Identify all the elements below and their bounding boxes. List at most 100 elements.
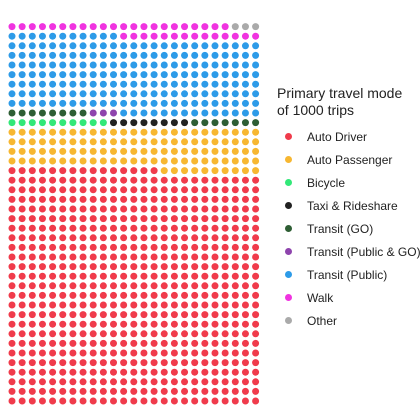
waffle-dot-auto-driver xyxy=(49,359,57,367)
waffle-dot-auto-driver xyxy=(38,243,46,251)
waffle-dot-auto-driver xyxy=(252,359,260,367)
waffle-dot-transit-public xyxy=(221,61,229,69)
waffle-dot-auto-driver xyxy=(211,368,219,376)
legend-title-line2: of 1000 trips xyxy=(277,102,355,118)
waffle-dot-transit-public xyxy=(120,71,128,79)
waffle-dot-bicycle xyxy=(69,119,77,127)
waffle-dot-auto-driver xyxy=(69,339,77,347)
waffle-dot-auto-driver xyxy=(120,320,128,328)
waffle-dot-auto-driver xyxy=(130,311,138,319)
waffle-dot-transit-public xyxy=(99,32,107,40)
waffle-dot-auto-driver xyxy=(231,243,239,251)
waffle-dot-auto-driver xyxy=(59,301,67,309)
waffle-dot-auto-driver xyxy=(150,311,158,319)
waffle-dot-transit-public-go xyxy=(99,109,107,117)
waffle-dot-auto-passenger xyxy=(191,147,199,155)
waffle-dot-auto-passenger xyxy=(241,157,249,165)
waffle-dot-auto-driver xyxy=(110,282,117,290)
waffle-dot-auto-driver xyxy=(99,234,107,242)
waffle-dot-auto-driver xyxy=(8,195,16,203)
waffle-dot-bicycle xyxy=(28,119,36,127)
waffle-dot-transit-public xyxy=(28,61,36,69)
waffle-dot-auto-driver xyxy=(59,215,67,223)
waffle-dot-auto-driver xyxy=(89,234,97,242)
waffle-dot-auto-passenger xyxy=(201,128,209,136)
waffle-dot-auto-driver xyxy=(211,195,219,203)
waffle-dot-auto-driver xyxy=(28,330,36,338)
waffle-dot-transit-public xyxy=(191,42,199,50)
waffle-dot-auto-driver xyxy=(160,272,168,280)
waffle-dot-auto-driver xyxy=(59,167,67,175)
waffle-dot-auto-driver xyxy=(38,320,46,328)
waffle-dot-auto-driver xyxy=(59,176,67,184)
waffle-dot-auto-passenger xyxy=(140,157,148,165)
waffle-dot-transit-public xyxy=(38,90,46,98)
waffle-dot-auto-driver xyxy=(150,215,158,223)
waffle-dot-auto-driver xyxy=(18,282,26,290)
waffle-dot-auto-driver xyxy=(201,224,209,232)
waffle-dot-transit-public xyxy=(110,80,117,88)
waffle-dot-auto-driver xyxy=(59,263,67,271)
legend-title-line1: Primary travel mode xyxy=(277,85,403,101)
waffle-dot-auto-driver xyxy=(59,387,67,395)
waffle-dot-auto-driver xyxy=(191,243,199,251)
waffle-dot-auto-driver xyxy=(170,282,178,290)
waffle-dot-transit-public xyxy=(8,80,16,88)
waffle-dot-auto-driver xyxy=(181,263,189,271)
waffle-dot-auto-driver xyxy=(38,282,46,290)
waffle-dot-auto-passenger xyxy=(28,128,36,136)
waffle-dot-transit-public xyxy=(181,42,189,50)
waffle-dot-auto-driver xyxy=(89,387,97,395)
waffle-dot-auto-passenger xyxy=(252,147,260,155)
waffle-dot-auto-driver xyxy=(8,167,16,175)
waffle-dot-auto-passenger xyxy=(89,147,97,155)
waffle-dot-auto-driver xyxy=(130,359,138,367)
waffle-dot-transit-go xyxy=(79,109,87,117)
waffle-dot-auto-driver xyxy=(211,272,219,280)
waffle-dot-auto-passenger xyxy=(110,147,117,155)
waffle-dot-auto-driver xyxy=(170,359,178,367)
waffle-dot-transit-public xyxy=(170,61,178,69)
waffle-dot-auto-driver xyxy=(140,359,148,367)
waffle-dot-auto-driver xyxy=(49,330,57,338)
waffle-dot-auto-driver xyxy=(252,215,260,223)
waffle-dot-auto-driver xyxy=(18,378,26,386)
waffle-dot-transit-public xyxy=(130,71,138,79)
waffle-dot-auto-passenger xyxy=(99,138,107,146)
waffle-dot-auto-driver xyxy=(140,301,148,309)
waffle-dot-auto-passenger xyxy=(79,138,87,146)
waffle-dot-auto-passenger xyxy=(59,157,67,165)
waffle-dot-auto-driver xyxy=(38,397,46,405)
waffle-dot-auto-driver xyxy=(130,330,138,338)
waffle-dot-auto-driver xyxy=(130,368,138,376)
waffle-dot-auto-driver xyxy=(99,176,107,184)
waffle-dot-auto-passenger xyxy=(170,147,178,155)
waffle-dot-transit-public xyxy=(221,90,229,98)
waffle-dot-auto-driver xyxy=(130,186,138,194)
waffle-dot-auto-driver xyxy=(120,301,128,309)
waffle-dot-auto-driver xyxy=(120,186,128,194)
waffle-dot-transit-public xyxy=(231,61,239,69)
waffle-dot-auto-driver xyxy=(150,195,158,203)
waffle-dot-transit-public xyxy=(201,99,209,107)
waffle-dot-auto-driver xyxy=(211,359,219,367)
waffle-dot-transit-public xyxy=(181,99,189,107)
waffle-dot-auto-driver xyxy=(191,272,199,280)
waffle-dot-auto-driver xyxy=(18,263,26,271)
waffle-dot-auto-driver xyxy=(89,167,97,175)
waffle-dot-auto-driver xyxy=(110,301,117,309)
waffle-dot-auto-driver xyxy=(150,349,158,357)
waffle-dot-auto-driver xyxy=(140,263,148,271)
waffle-dot-auto-driver xyxy=(170,272,178,280)
waffle-dot-auto-driver xyxy=(120,349,128,357)
waffle-dot-auto-driver xyxy=(221,301,229,309)
waffle-dot-auto-driver xyxy=(130,320,138,328)
waffle-dot-transit-public xyxy=(99,90,107,98)
waffle-dot-auto-passenger xyxy=(181,147,189,155)
waffle-dot-auto-driver xyxy=(140,205,148,213)
waffle-dot-transit-public xyxy=(18,80,26,88)
waffle-dot-walk xyxy=(150,32,158,40)
waffle-dot-auto-driver xyxy=(99,359,107,367)
waffle-dot-auto-driver xyxy=(59,224,67,232)
waffle-dot-transit-public xyxy=(221,99,229,107)
